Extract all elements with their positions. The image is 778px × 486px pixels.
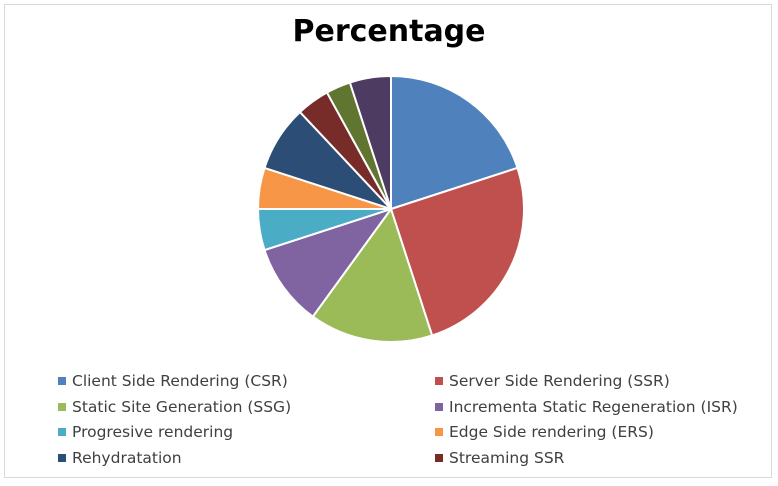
legend-label: Server Side Rendering (SSR): [449, 372, 670, 390]
legend-item: Progresive rendering: [58, 423, 233, 441]
legend-label: Streaming SSR: [449, 448, 565, 467]
legend-swatch: [58, 453, 66, 462]
legend-label: Progresive rendering: [72, 423, 234, 441]
legend-item: Incrementa Static Regeneration (ISR): [435, 398, 738, 416]
legend-swatch: [435, 377, 443, 385]
legend-label: Client Side Rendering (CSR): [72, 372, 288, 390]
legend-item: Client Side Rendering (CSR): [58, 372, 288, 390]
legend-item: Rehydratation: [58, 449, 182, 467]
chart-title: Percentage: [292, 14, 486, 49]
legend-item: Streaming SSR: [435, 449, 564, 467]
legend-swatch: [58, 377, 66, 385]
legend-swatch: [435, 453, 443, 462]
legend-label: Rehydratation: [72, 448, 182, 467]
pie-slice-10: [348, 74, 392, 210]
legend-swatch: [435, 402, 443, 411]
legend-label: Static Site Generation (SSG): [72, 397, 292, 416]
legend-swatch: [58, 402, 66, 411]
pie-slice-2: [389, 166, 525, 337]
pie-slice-3: [311, 206, 434, 343]
legend-swatch: [435, 428, 443, 436]
legend-item: Server Side Rendering (SSR): [435, 372, 670, 390]
legend-label: Edge Side rendering (ERS): [449, 423, 654, 441]
pie-slice-4: [263, 207, 394, 318]
legend-item: Edge Side rendering (ERS): [435, 423, 654, 441]
legend-label: Incrementa Static Regeneration (ISR): [449, 397, 738, 416]
legend-swatch: [58, 428, 66, 436]
legend-item: Static Site Generation (SSG): [58, 398, 291, 416]
pie-slice-1: [390, 74, 519, 211]
